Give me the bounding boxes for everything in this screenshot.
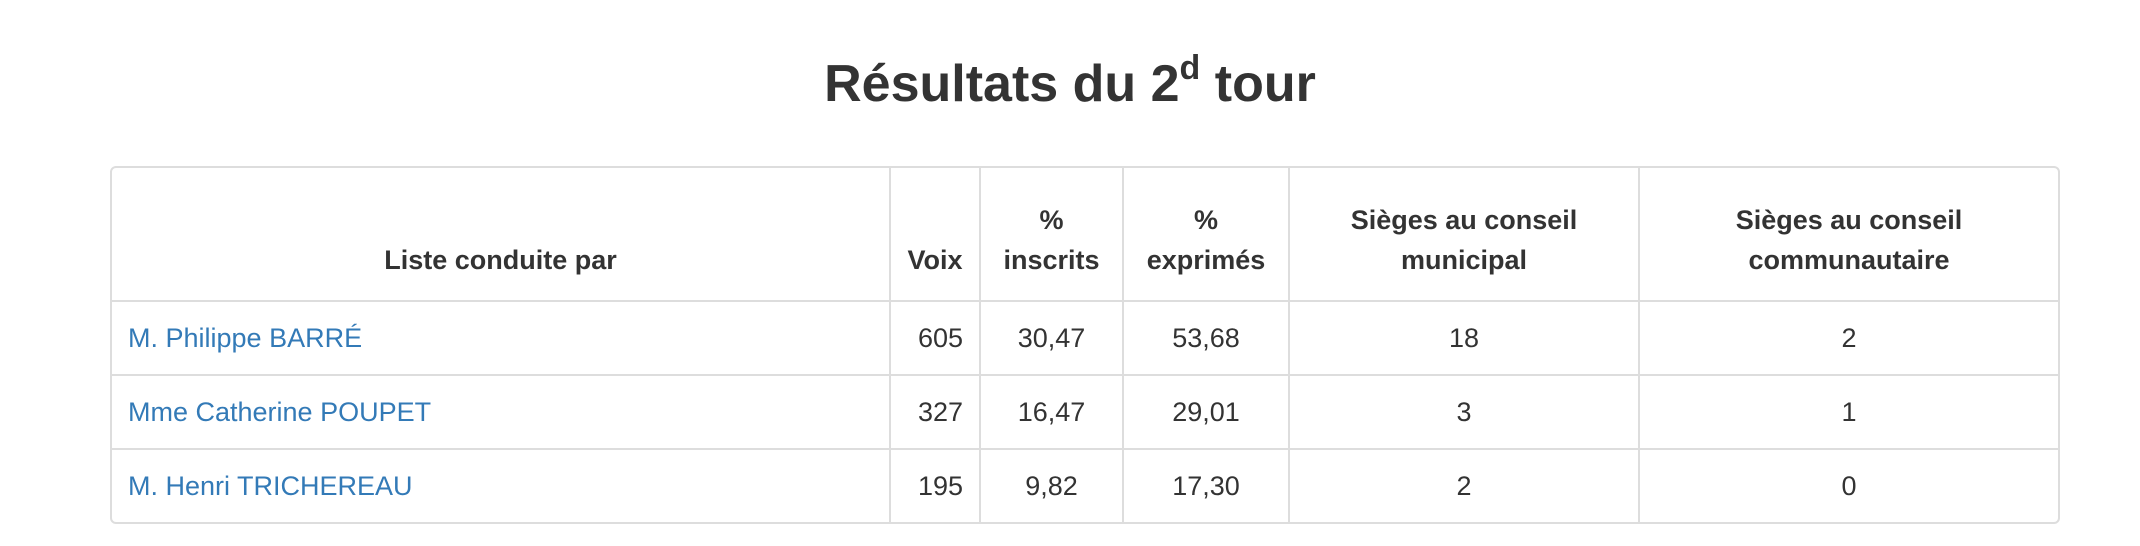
column-header: Sièges au conseil municipal — [1288, 168, 1639, 301]
result-cell: 9,82 — [979, 448, 1123, 522]
result-cell: 195 — [889, 448, 980, 522]
column-header: % exprimés — [1122, 168, 1289, 301]
column-header-line: % — [1193, 205, 1218, 235]
results-table-container: Liste conduite par Voix% inscrits% exprimés… — [110, 166, 2060, 524]
table-body: M. Philippe BARRÉ 605 30,47 53,68 18 2 Mme Cat… — [112, 300, 2058, 522]
title-rest: tour — [1200, 55, 1316, 113]
candidate-link[interactable]: M. Henri TRICHEREAU — [112, 448, 890, 522]
column-header-line: inscrits — [1003, 245, 1100, 275]
header-row: Liste conduite par Voix% inscrits% exprimés… — [112, 168, 2058, 301]
result-cell: 17,30 — [1122, 448, 1289, 522]
column-header-line: communautaire — [1748, 245, 1950, 275]
column-header: Sièges au conseil communautaire — [1638, 168, 2058, 301]
result-cell: 53,68 — [1122, 300, 1289, 375]
result-cell: 30,47 — [979, 300, 1123, 375]
column-header-line: exprimés — [1146, 245, 1266, 275]
result-cell: 16,47 — [979, 374, 1123, 449]
column-header-line: municipal — [1400, 245, 1528, 275]
result-row: Mme Catherine POUPET 327 16,47 29,01 3 1 — [112, 374, 2058, 449]
title-main: Résultats du 2 — [824, 55, 1180, 113]
column-header: Voix — [889, 168, 980, 301]
results-table: Liste conduite par Voix% inscrits% exprimés… — [112, 168, 2058, 522]
result-cell: 29,01 — [1122, 374, 1289, 449]
result-cell: 2 — [1288, 448, 1639, 522]
candidate-link[interactable]: M. Philippe BARRÉ — [112, 300, 890, 375]
result-cell: 0 — [1638, 448, 2058, 522]
column-header: Liste conduite par — [112, 168, 890, 301]
result-cell: 2 — [1638, 300, 2058, 375]
column-header-line: Sièges au conseil — [1735, 205, 1963, 235]
result-cell: 18 — [1288, 300, 1639, 375]
column-header-line: Sièges au conseil — [1350, 205, 1578, 235]
result-cell: 1 — [1638, 374, 2058, 449]
result-row: M. Henri TRICHEREAU 195 9,82 17,30 2 0 — [112, 448, 2058, 522]
result-cell: 605 — [889, 300, 980, 375]
candidate-link[interactable]: Mme Catherine POUPET — [112, 374, 890, 449]
page-title: Résultats du 2d tour — [0, 49, 2140, 122]
column-header: % inscrits — [979, 168, 1123, 301]
result-cell: 327 — [889, 374, 980, 449]
result-row: M. Philippe BARRÉ 605 30,47 53,68 18 2 — [112, 300, 2058, 375]
column-header-line: Voix — [907, 245, 963, 275]
column-header-line: Liste conduite par — [384, 245, 617, 275]
result-cell: 3 — [1288, 374, 1639, 449]
column-header-line: % — [1039, 205, 1064, 235]
title-superscript: d — [1179, 49, 1201, 87]
